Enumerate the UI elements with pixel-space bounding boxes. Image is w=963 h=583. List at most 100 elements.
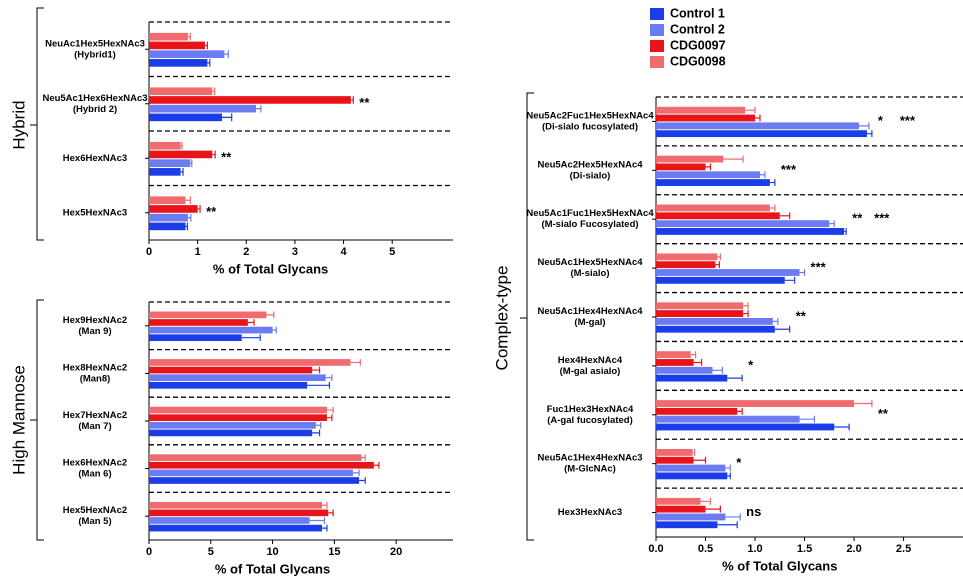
bar xyxy=(656,318,773,325)
bar xyxy=(149,312,266,319)
bar xyxy=(656,472,727,479)
error-bar xyxy=(359,477,365,484)
category-label: (M-sialo Fucosylated) xyxy=(541,219,638,230)
bar xyxy=(656,253,717,260)
error-bar xyxy=(715,261,719,268)
bar xyxy=(149,205,198,213)
bar xyxy=(656,156,723,163)
error-bar xyxy=(212,87,214,95)
bar xyxy=(149,517,310,524)
error-bar xyxy=(775,326,790,333)
error-bar xyxy=(188,214,191,222)
x-tick-label: 0.0 xyxy=(648,543,663,555)
category-label: Hex8HexNAc2 xyxy=(63,362,127,373)
error-bar xyxy=(322,502,327,509)
bar xyxy=(149,407,327,414)
error-bar xyxy=(717,253,720,260)
category-label: Hex5HexNAc2 xyxy=(63,505,127,516)
bar xyxy=(656,351,691,358)
legend-swatch xyxy=(650,40,664,52)
bar xyxy=(149,327,273,334)
error-bar xyxy=(844,228,846,235)
error-bar xyxy=(326,374,332,381)
category-label: (Man 5) xyxy=(78,516,111,527)
x-axis-title: % of Total Glycans xyxy=(213,261,328,276)
significance: ** xyxy=(359,95,370,110)
bar xyxy=(149,510,328,517)
bar xyxy=(656,367,712,374)
error-bar xyxy=(701,498,711,505)
error-bar xyxy=(694,359,702,366)
error-bar xyxy=(725,465,730,472)
category-label: Hex7HexNAc2 xyxy=(63,410,127,421)
category-label: Hex5HexNAc3 xyxy=(63,207,127,218)
category-label: (A-gal fucosylated) xyxy=(547,415,633,426)
legend-swatch xyxy=(650,56,664,68)
bar xyxy=(149,319,248,326)
bar xyxy=(656,457,694,464)
bar xyxy=(149,142,181,150)
category-label: (Man 6) xyxy=(78,469,111,480)
error-bar xyxy=(328,510,333,517)
error-bar xyxy=(322,525,327,532)
error-bar xyxy=(725,514,740,521)
error-bar xyxy=(712,367,722,374)
error-bar xyxy=(743,302,748,309)
x-tick-label: 2 xyxy=(243,246,249,258)
bar xyxy=(656,359,694,366)
error-bar xyxy=(190,159,191,167)
error-bar xyxy=(248,319,254,326)
page: 012345% of Total GlycansHybridNeuAc1Hex5… xyxy=(0,0,963,583)
error-bar xyxy=(256,105,261,113)
significance: *** xyxy=(874,211,890,226)
bar xyxy=(656,514,725,521)
category-label: Hex6HexNAc3 xyxy=(63,153,127,164)
bar xyxy=(149,477,359,484)
bar xyxy=(149,334,242,341)
error-bar xyxy=(780,212,790,219)
bar xyxy=(656,171,760,178)
error-bar xyxy=(854,400,872,407)
category-label: Fuc1Hex3HexNAc4 xyxy=(547,404,634,415)
legend-label: CDG0097 xyxy=(670,38,726,52)
category-label: (Man 7) xyxy=(78,421,111,432)
significance: *** xyxy=(900,113,916,128)
significance: ** xyxy=(852,211,863,226)
x-tick-label: 2.0 xyxy=(846,543,861,555)
bar xyxy=(149,196,185,204)
bar xyxy=(656,506,706,513)
error-bar xyxy=(691,351,696,358)
significance: * xyxy=(748,357,754,372)
error-bar xyxy=(706,506,721,513)
legend-label: CDG0098 xyxy=(670,54,726,68)
category-label: Neu5Ac2Fuc1Hex5HexNAc4 xyxy=(526,110,654,121)
error-bar xyxy=(207,59,209,67)
bar xyxy=(149,430,312,437)
bar xyxy=(149,454,362,461)
bar xyxy=(149,414,327,421)
category-label: Neu5Ac1Hex6HexNAc3 xyxy=(42,93,147,104)
category-label: Neu5Ac1Hex5HexNAc4 xyxy=(537,257,643,268)
error-bar xyxy=(800,269,805,276)
bar xyxy=(149,502,322,509)
x-tick-label: 1.0 xyxy=(747,543,762,555)
bar xyxy=(656,130,867,137)
legend-label: Control 2 xyxy=(670,22,725,36)
significance: ** xyxy=(206,204,217,219)
error-bar xyxy=(859,122,869,129)
error-bar xyxy=(212,151,215,159)
bar xyxy=(149,59,207,67)
error-bar xyxy=(694,457,706,464)
bar xyxy=(149,525,322,532)
error-bar xyxy=(785,277,795,284)
x-tick-label: 15 xyxy=(328,546,340,558)
significance: *** xyxy=(781,162,797,177)
category-label: (Hybrid1) xyxy=(74,49,116,60)
category-label: (Man 9) xyxy=(78,326,111,337)
category-label: Neu5Ac1Hex4HexNAc4 xyxy=(537,306,643,317)
error-bar xyxy=(362,454,366,461)
bar xyxy=(656,424,834,431)
bar xyxy=(656,326,775,333)
significance: *** xyxy=(811,260,827,275)
error-bar xyxy=(351,96,353,104)
